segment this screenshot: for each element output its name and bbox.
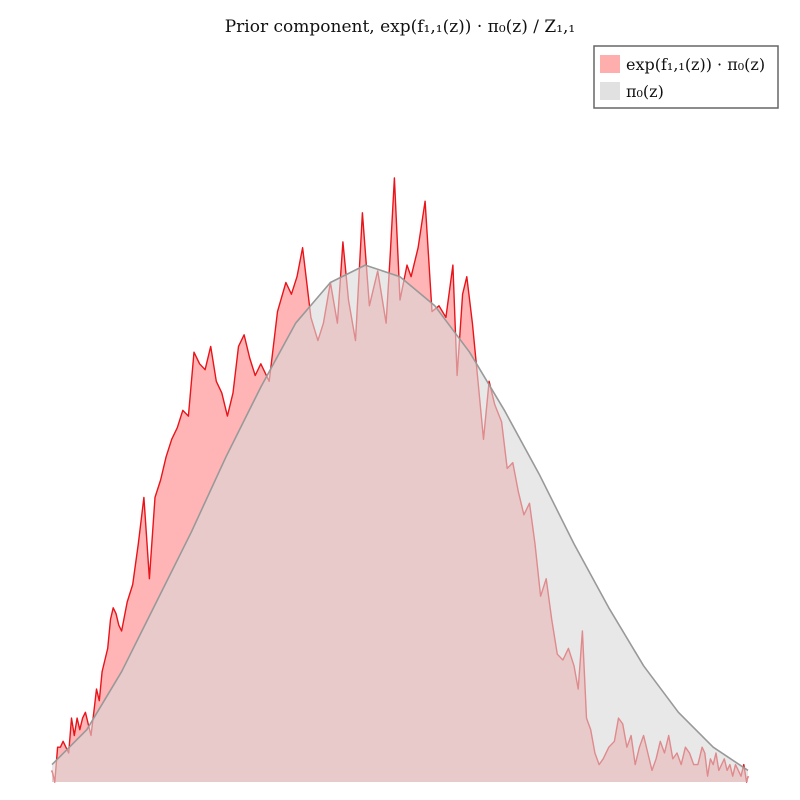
series-2-line bbox=[51, 264, 749, 772]
chart-title: Prior component, exp(f₁,₁(z)) · π₀(z) / … bbox=[225, 17, 576, 37]
legend-label-series-2: π₀(z) bbox=[626, 82, 664, 101]
legend-box bbox=[593, 45, 779, 109]
legend-swatch-series-2 bbox=[600, 82, 620, 100]
legend-label-series-1: exp(f₁,₁(z)) · π₀(z) bbox=[626, 55, 765, 74]
legend-swatch-series-1 bbox=[600, 55, 620, 73]
series-2-area bbox=[52, 265, 748, 783]
legend: exp(f₁,₁(z)) · π₀(z) π₀(z) bbox=[593, 45, 779, 109]
plot-area bbox=[51, 177, 749, 783]
